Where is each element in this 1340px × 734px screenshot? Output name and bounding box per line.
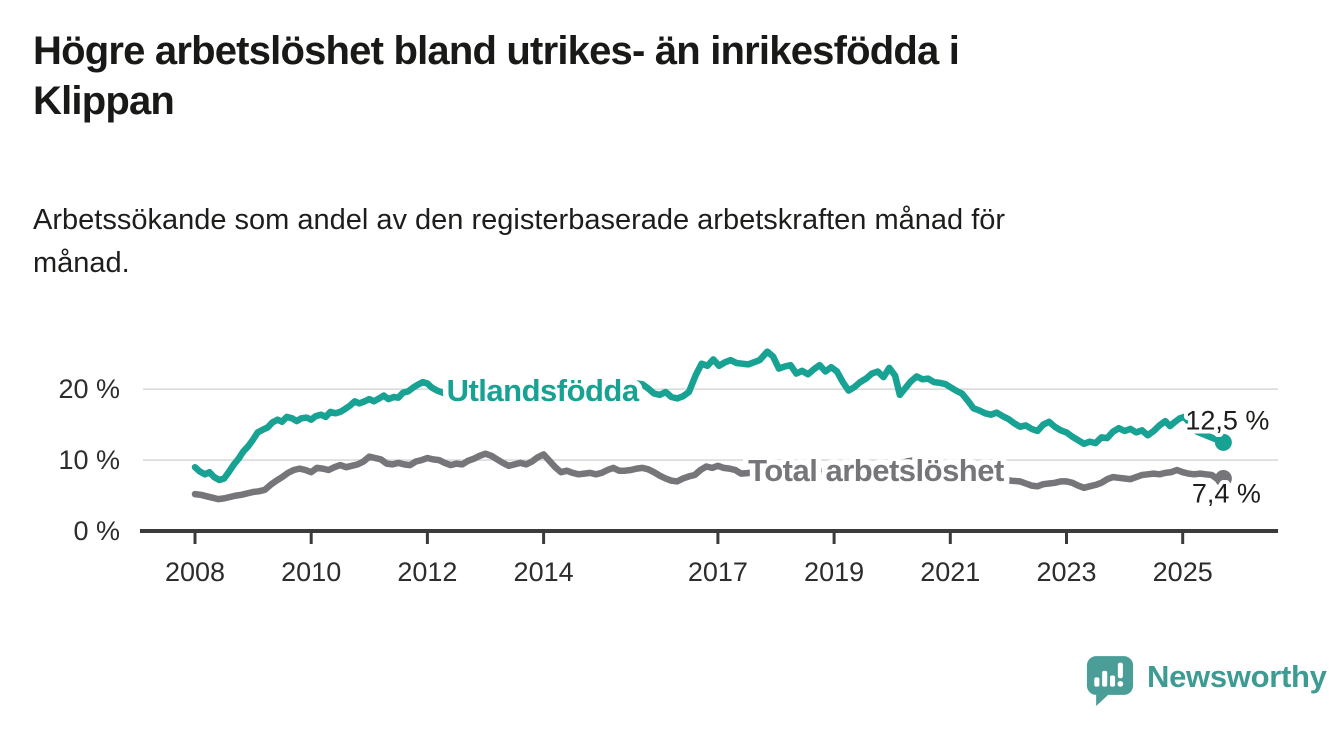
x-tick-label-2014: 2014 — [514, 557, 574, 587]
exclamation-dot — [1117, 680, 1124, 687]
bar-chart-bar-2 — [1102, 670, 1108, 687]
page-subtitle: Arbetssökande som andel av den registerb… — [33, 199, 1273, 285]
series-end-value-label-utlandsf-dda: 12,5 % — [1185, 405, 1269, 435]
page-subtitle-line-1: Arbetssökande som andel av den registerb… — [33, 204, 1006, 236]
x-tick-label-2023: 2023 — [1036, 557, 1096, 587]
page-title: Högre arbetslöshet bland utrikes- än inr… — [33, 26, 1273, 126]
y-tick-label-10pct: 10 % — [58, 445, 120, 475]
x-tick-label-2021: 2021 — [920, 557, 980, 587]
newsworthy-branding: Newsworthy — [1086, 653, 1327, 711]
newsworthy-wordmark: Newsworthy — [1147, 659, 1327, 694]
y-tick-label-0pct: 0 % — [73, 516, 120, 546]
x-tick-label-2019: 2019 — [804, 557, 864, 587]
series-inline-label-total-arbetsl-shet: Total arbetslöshet — [748, 453, 1004, 488]
series-end-dot-utlandsf-dda — [1214, 433, 1232, 451]
exclamation-bar — [1117, 662, 1123, 679]
x-tick-label-2017: 2017 — [688, 557, 748, 587]
series-line-utlandsf-dda — [191, 348, 1227, 484]
series-inline-label-utlandsf-dda: Utlandsfödda — [447, 373, 640, 408]
newsworthy-logo-icon — [1086, 656, 1134, 706]
x-tick-label-2025: 2025 — [1153, 557, 1213, 587]
page-title-line-1: Högre arbetslöshet bland utrikes- än inr… — [33, 29, 960, 73]
page-subtitle-line-2: månad. — [33, 247, 130, 279]
y-tick-label-20pct: 20 % — [58, 374, 120, 404]
series-end-value-label-total-arbetsl-shet: 7,4 % — [1192, 479, 1261, 509]
page-title-line-2: Klippan — [33, 79, 175, 123]
x-tick-label-2010: 2010 — [281, 557, 341, 587]
x-tick-label-2008: 2008 — [165, 557, 225, 587]
series-end-dot-total-arbetsl-shet — [1214, 470, 1232, 488]
series-line-total-arbetsl-shet — [191, 450, 1227, 503]
x-tick-label-2012: 2012 — [397, 557, 457, 587]
bar-chart-bar-1 — [1094, 677, 1100, 687]
bar-chart-bar-3 — [1110, 675, 1116, 687]
